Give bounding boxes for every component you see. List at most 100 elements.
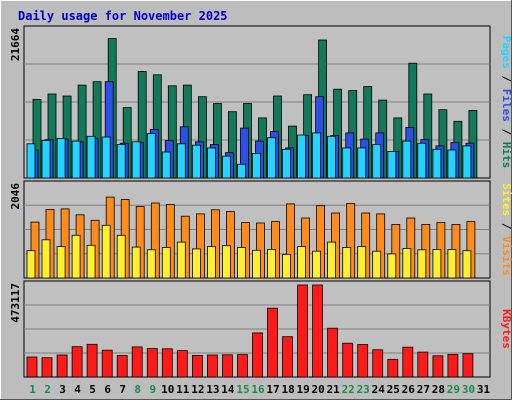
x-tick-day-26: 26 [402,383,416,396]
bar-pages-day-21 [327,135,337,179]
x-tick-day-18: 18 [281,383,294,396]
bar-sites-day-29 [447,248,457,279]
bar-sites-day-8 [131,246,141,279]
bar-pages-day-15 [237,163,246,179]
series-kbytes [26,284,474,378]
bar-pages-day-16 [252,152,261,179]
bar-kbytes-day-26 [402,346,414,378]
bar-pages-day-26 [402,140,412,179]
bar-kbytes-day-30 [462,353,474,378]
bar-sites-day-7 [116,234,126,279]
series-pages [26,132,472,179]
bar-sites-day-30 [462,250,472,279]
bar-kbytes-day-15 [237,354,248,378]
bar-kbytes-day-14 [221,354,233,378]
bar-kbytes-day-16 [252,332,263,378]
bar-kbytes-day-13 [206,354,218,378]
bar-sites-day-9 [146,249,156,279]
panel-1: 21664 Pages / Files / Hits [9,25,512,179]
bar-pages-day-18 [282,148,291,179]
legend-separator: / [500,122,512,142]
bar-sites-day-27 [417,249,427,279]
bar-sites-day-17 [267,248,276,279]
bar-pages-day-30 [462,145,472,179]
x-tick-day-21: 21 [327,383,341,396]
x-tick-day-31: 31 [477,383,491,396]
x-tick-day-11: 11 [176,383,190,396]
series-legend-label: Sites / Visits [500,183,512,276]
bar-sites-day-10 [161,247,171,279]
bar-kbytes-day-24 [372,349,384,378]
bar-sites-day-16 [252,249,261,279]
bar-kbytes-day-8 [131,346,143,378]
bar-pages-day-3 [56,137,66,179]
bar-kbytes-day-28 [432,355,444,378]
bar-kbytes-day-4 [71,346,83,378]
bar-kbytes-day-21 [327,327,339,378]
bar-sites-day-1 [26,250,36,279]
bar-kbytes-day-10 [161,348,173,378]
bar-kbytes-day-1 [26,356,38,378]
bar-sites-day-11 [176,241,186,279]
bar-kbytes-day-18 [282,336,293,378]
bar-sites-day-14 [221,245,231,279]
bar-sites-day-2 [41,239,51,279]
x-tick-day-15: 15 [236,383,249,396]
bar-pages-day-7 [116,144,126,179]
bar-kbytes-day-27 [417,351,429,378]
bar-kbytes-day-6 [101,349,113,378]
bar-kbytes-day-23 [357,344,369,378]
legend-separator: / [500,216,512,236]
x-tick-day-6: 6 [104,383,111,396]
bar-kbytes-day-11 [176,350,188,378]
bar-sites-day-15 [237,247,246,279]
x-tick-day-29: 29 [447,383,460,396]
x-tick-day-28: 28 [432,383,445,396]
x-tick-day-19: 19 [296,383,309,396]
legend-hits: Hits [500,142,512,169]
y-max-label: 473117 [9,283,22,323]
bar-pages-day-12 [191,144,201,179]
bar-pages-day-11 [176,143,186,179]
panel-3: 473117 KBytes [9,280,512,378]
legend-kbytes: KBytes [500,309,512,349]
bar-pages-day-28 [432,148,442,179]
bar-kbytes-day-2 [41,357,53,378]
x-tick-day-13: 13 [206,383,219,396]
x-tick-day-22: 22 [342,383,355,396]
x-tick-day-20: 20 [311,383,324,396]
bar-sites-day-28 [432,248,442,279]
bar-pages-day-5 [86,135,96,179]
y-max-label: 2046 [9,183,22,210]
y-max-label: 21664 [9,28,22,61]
bar-sites-day-21 [327,241,337,279]
bar-sites-day-19 [297,246,307,279]
bar-pages-day-19 [297,134,307,179]
x-tick-day-10: 10 [161,383,174,396]
bar-sites-day-23 [357,246,367,279]
bar-kbytes-day-19 [297,284,309,378]
bar-kbytes-day-29 [447,353,459,378]
bar-sites-day-22 [342,247,352,279]
bar-pages-day-27 [417,142,427,179]
bar-sites-day-4 [71,234,81,279]
bar-kbytes-day-12 [191,354,203,378]
bar-kbytes-day-17 [267,307,278,378]
bar-kbytes-day-22 [342,342,354,378]
x-tick-day-2: 2 [44,383,51,396]
bar-sites-day-25 [387,253,397,279]
bar-pages-day-2 [41,139,51,179]
x-tick-day-3: 3 [59,383,66,396]
bar-kbytes-day-3 [56,354,68,378]
bar-pages-day-25 [387,150,397,179]
bar-kbytes-day-7 [116,354,128,378]
x-tick-day-16: 16 [251,383,265,396]
x-tick-day-23: 23 [357,383,370,396]
bar-sites-day-6 [101,224,111,279]
bar-sites-day-18 [282,253,291,279]
bar-pages-day-29 [447,149,457,179]
bar-pages-day-17 [267,137,276,179]
x-tick-day-1: 1 [29,383,36,396]
bar-pages-day-13 [206,147,216,179]
bar-kbytes-day-20 [312,284,324,378]
